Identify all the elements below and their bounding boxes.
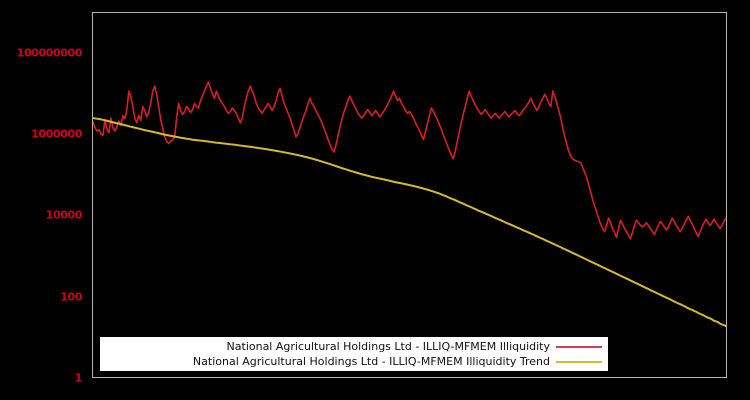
chart-legend: National Agricultural Holdings Ltd - ILL…: [100, 337, 608, 371]
y-axis-tick-label: 1000000: [31, 127, 82, 141]
y-axis-tick-label: 100000000: [16, 46, 83, 60]
y-axis: 100000000 1000000 10000 100 1: [0, 0, 92, 400]
series-line-trend: [93, 117, 726, 328]
legend-swatch-trend: [556, 360, 602, 363]
legend-item-trend: National Agricultural Holdings Ltd - ILL…: [193, 354, 602, 369]
y-axis-tick-label: 100: [60, 290, 82, 304]
legend-label-illiquidity: National Agricultural Holdings Ltd - ILL…: [226, 339, 550, 353]
series-line-illiquidity: [93, 81, 726, 240]
y-axis-tick-label: 10000: [45, 208, 83, 222]
legend-label-trend: National Agricultural Holdings Ltd - ILL…: [192, 354, 550, 368]
plot-area: [92, 12, 727, 378]
y-axis-tick-label: 1: [74, 371, 83, 385]
legend-item-illiquidity: National Agricultural Holdings Ltd - ILL…: [227, 339, 602, 354]
series-svg: [93, 81, 726, 328]
legend-swatch-illiquidity: [556, 345, 602, 348]
